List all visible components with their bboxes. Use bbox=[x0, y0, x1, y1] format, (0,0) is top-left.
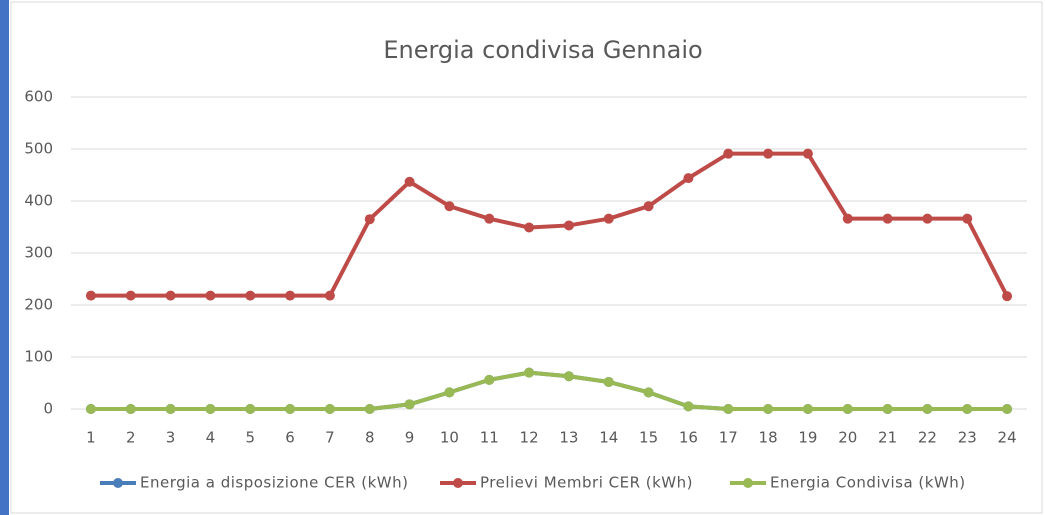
x-tick-label: 6 bbox=[285, 429, 295, 447]
data-point bbox=[643, 201, 654, 212]
side-strip bbox=[0, 0, 9, 515]
legend-marker bbox=[453, 478, 463, 488]
data-point bbox=[484, 213, 495, 224]
data-point bbox=[882, 404, 893, 414]
data-point bbox=[1002, 404, 1013, 414]
chart-title: Energia condivisa Gennaio bbox=[383, 36, 702, 64]
data-point bbox=[882, 213, 893, 224]
x-tick-label: 14 bbox=[599, 429, 618, 447]
y-tick-label: 300 bbox=[24, 244, 53, 262]
x-tick-label: 4 bbox=[206, 429, 216, 447]
legend-marker bbox=[743, 478, 753, 488]
data-point bbox=[85, 290, 96, 301]
data-point bbox=[524, 222, 535, 233]
x-tick-label: 5 bbox=[245, 429, 255, 447]
data-point bbox=[444, 201, 455, 212]
data-point bbox=[763, 404, 774, 414]
data-point bbox=[364, 404, 375, 414]
legend-label: Energia Condivisa (kWh) bbox=[770, 474, 966, 492]
x-tick-label: 13 bbox=[559, 429, 578, 447]
data-point bbox=[603, 376, 614, 387]
x-tick-label: 12 bbox=[520, 429, 539, 447]
legend-marker bbox=[113, 478, 123, 488]
data-point bbox=[962, 213, 973, 224]
data-point bbox=[603, 213, 614, 224]
x-tick-label: 2 bbox=[126, 429, 136, 447]
x-tick-label: 23 bbox=[958, 429, 977, 447]
x-tick-label: 20 bbox=[838, 429, 857, 447]
data-point bbox=[245, 404, 256, 414]
y-tick-label: 400 bbox=[24, 192, 53, 210]
x-tick-label: 19 bbox=[798, 429, 817, 447]
x-tick-label: 7 bbox=[325, 429, 335, 447]
data-point bbox=[962, 404, 973, 414]
legend-label: Prelievi Membri CER (kWh) bbox=[480, 474, 693, 492]
x-tick-label: 3 bbox=[166, 429, 176, 447]
data-point bbox=[723, 404, 734, 414]
x-tick-label: 10 bbox=[440, 429, 459, 447]
x-tick-label: 8 bbox=[365, 429, 375, 447]
data-point bbox=[563, 371, 574, 382]
data-point bbox=[285, 404, 296, 414]
data-point bbox=[683, 401, 694, 412]
data-point bbox=[563, 220, 574, 231]
data-point bbox=[763, 148, 774, 159]
chart-frame bbox=[10, 1, 1043, 514]
y-tick-label: 600 bbox=[24, 88, 53, 106]
data-point bbox=[85, 404, 96, 414]
data-point bbox=[285, 290, 296, 301]
data-point bbox=[404, 399, 415, 410]
data-point bbox=[125, 404, 136, 414]
x-tick-label: 9 bbox=[405, 429, 415, 447]
legend-label: Energia a disposizione CER (kWh) bbox=[140, 474, 409, 492]
y-tick-label: 200 bbox=[24, 296, 53, 314]
data-point bbox=[324, 290, 335, 301]
series-line bbox=[90, 370, 1008, 411]
data-point bbox=[165, 404, 176, 414]
x-tick-label: 18 bbox=[759, 429, 778, 447]
data-point bbox=[922, 404, 933, 414]
data-point bbox=[324, 404, 335, 414]
data-point bbox=[683, 173, 694, 184]
data-point bbox=[922, 213, 933, 224]
x-tick-label: 1 bbox=[86, 429, 96, 447]
x-tick-label: 15 bbox=[639, 429, 658, 447]
data-point bbox=[643, 387, 654, 398]
data-point bbox=[165, 290, 176, 301]
data-point bbox=[842, 404, 853, 414]
data-point bbox=[723, 148, 734, 159]
data-point bbox=[842, 213, 853, 224]
data-point bbox=[245, 290, 256, 301]
data-point bbox=[364, 214, 375, 225]
y-tick-label: 0 bbox=[43, 400, 53, 418]
data-point bbox=[524, 367, 535, 378]
data-point bbox=[1002, 291, 1013, 302]
data-point bbox=[484, 374, 495, 385]
data-point bbox=[802, 404, 813, 414]
data-point bbox=[205, 290, 216, 301]
x-tick-label: 21 bbox=[878, 429, 897, 447]
data-point bbox=[205, 404, 216, 414]
data-point bbox=[444, 387, 455, 398]
x-tick-label: 11 bbox=[480, 429, 499, 447]
y-tick-label: 500 bbox=[24, 140, 53, 158]
series-line bbox=[90, 151, 1009, 298]
data-point bbox=[125, 290, 136, 301]
data-point bbox=[404, 176, 415, 187]
x-tick-label: 16 bbox=[679, 429, 698, 447]
x-tick-label: 17 bbox=[719, 429, 738, 447]
x-tick-label: 24 bbox=[998, 429, 1017, 447]
data-point bbox=[802, 148, 813, 159]
y-tick-label: 100 bbox=[24, 348, 53, 366]
x-tick-label: 22 bbox=[918, 429, 937, 447]
